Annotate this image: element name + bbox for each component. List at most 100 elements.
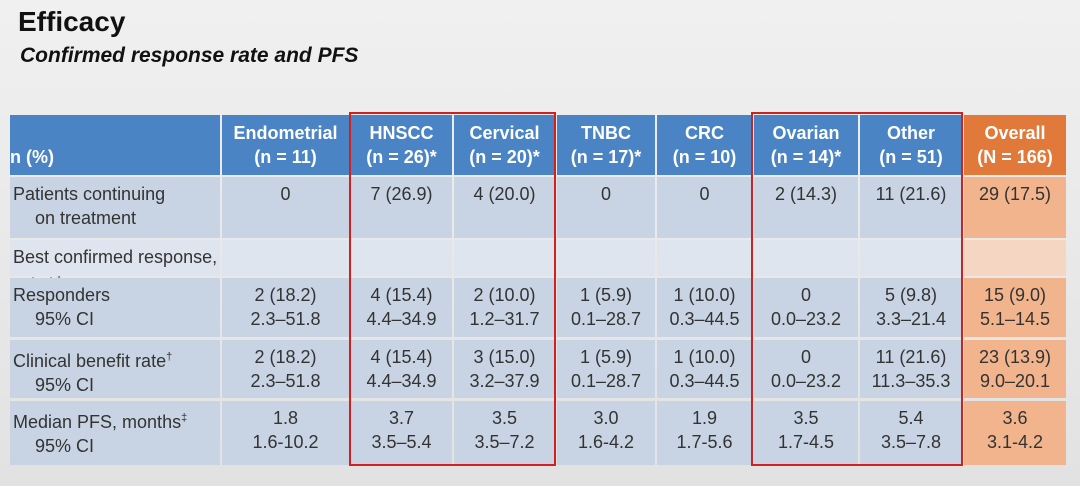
header-text: n (%) (10, 147, 54, 167)
data-cell: 2 (18.2) 2.3–51.8 (222, 278, 349, 337)
cell-value: 1.9 (691, 408, 718, 428)
column-name: CRC (685, 123, 724, 143)
row-label: Median PFS, months‡ 95% CI (10, 401, 220, 465)
data-cell (754, 240, 858, 276)
cell-value: 1 (10.0) (673, 285, 736, 305)
cell-value: 3.3–21.4 (875, 309, 947, 329)
cell-value: 9.0–20.1 (979, 371, 1051, 391)
cell-value: 2 (18.2) (254, 347, 317, 367)
cell-value: 0.0–23.2 (770, 371, 842, 391)
data-cell: 0 (222, 177, 349, 238)
column-n: (n = 20)* (469, 147, 540, 167)
cell-value: 3.6 (1002, 408, 1028, 428)
cell-value: 3.2–37.9 (469, 371, 540, 391)
cell-value: 0 (600, 184, 611, 204)
data-cell: 5.4 3.5–7.8 (860, 401, 962, 465)
data-cell: 2 (10.0) 1.2–31.7 (454, 278, 555, 337)
cell-value: 0.1–28.7 (570, 371, 642, 391)
data-cell: 7 (26.9) (351, 177, 452, 238)
data-cell: 1.8 1.6-10.2 (222, 401, 349, 465)
cell-value: 4 (20.0) (473, 184, 536, 204)
cell-value: 0 (800, 285, 811, 305)
data-cell: 0 (657, 177, 752, 238)
cell-value: 1 (5.9) (579, 347, 633, 367)
cell-value: 1.2–31.7 (469, 309, 540, 329)
column-n: (n = 51) (879, 147, 943, 167)
data-cell: 1 (10.0) 0.3–44.5 (657, 340, 752, 398)
data-cell: 4 (20.0) (454, 177, 555, 238)
label-line: Clinical benefit rate† (13, 351, 173, 371)
column-name: Overall (984, 123, 1046, 143)
cell-value: 0.3–44.5 (669, 371, 740, 391)
cell-value: 2 (10.0) (473, 285, 536, 305)
data-cell: 1.9 1.7-5.6 (657, 401, 752, 465)
column-header: Endometrial (n = 11) (222, 115, 349, 175)
cell-value: 2.3–51.8 (250, 371, 321, 391)
label-line: 95% CI (35, 375, 95, 395)
column-n: (N = 166) (977, 147, 1053, 167)
highlight-box (349, 112, 556, 466)
data-cell: 29 (17.5) (964, 177, 1066, 238)
label-line: 95% CI (35, 309, 95, 329)
data-cell (964, 240, 1066, 276)
data-cell: 11 (21.6) (860, 177, 962, 238)
corner-header: n (%) (10, 115, 220, 175)
cell-value: 23 (13.9) (978, 347, 1052, 367)
cell-value: 5.4 (898, 408, 924, 428)
column-n: (n = 26)* (366, 147, 437, 167)
data-cell: 1 (5.9) 0.1–28.7 (557, 278, 655, 337)
data-cell: 0 0.0–23.2 (754, 340, 858, 398)
column-name: Ovarian (772, 123, 840, 143)
highlight-box (751, 112, 963, 466)
data-cell (454, 240, 555, 276)
footnote-mark: ‡ (181, 412, 188, 424)
column-header: Other (n = 51) (860, 115, 962, 175)
row-label: Patients continuing on treatment (10, 177, 220, 238)
cell-value: 0 (800, 347, 811, 367)
data-cell: 11 (21.6) 11.3–35.3 (860, 340, 962, 398)
cell-value: 3 (15.0) (473, 347, 536, 367)
column-header: Overall (N = 166) (964, 115, 1066, 175)
cell-value: 1.6-10.2 (252, 432, 319, 452)
cell-value: 1.8 (272, 408, 299, 428)
cell-value: 4.4–34.9 (366, 371, 437, 391)
data-cell: 4 (15.4) 4.4–34.9 (351, 278, 452, 337)
cell-value: 1 (5.9) (579, 285, 633, 305)
column-n: (n = 14)* (770, 147, 842, 167)
cell-value: 0.1–28.7 (570, 309, 642, 329)
data-cell: 15 (9.0) 5.1–14.5 (964, 278, 1066, 337)
cell-value: 4 (15.4) (370, 285, 433, 305)
footnote-mark: † (166, 351, 173, 363)
cell-value: 5.1–14.5 (979, 309, 1051, 329)
cell-value: 3.7 (388, 408, 415, 428)
data-cell: 23 (13.9) 9.0–20.1 (964, 340, 1066, 398)
column-header: Cervical (n = 20)* (454, 115, 555, 175)
cell-value: 0 (280, 184, 291, 204)
column-header: HNSCC (n = 26)* (351, 115, 452, 175)
row-label: Best confirmed response, n (%)† (10, 240, 220, 295)
data-cell (222, 240, 349, 276)
cell-value: 3.5 (491, 408, 518, 428)
cell-value: 11 (21.6) (875, 347, 947, 367)
cell-value: 29 (17.5) (978, 184, 1052, 204)
cell-value: 1.7-4.5 (777, 432, 835, 452)
subtitle: Confirmed response rate and PFS (20, 44, 359, 67)
label-line: Patients continuing (13, 184, 166, 204)
cell-value: 1 (10.0) (673, 347, 736, 367)
data-cell: 3.5 3.5–7.2 (454, 401, 555, 465)
cell-value: 11.3–35.3 (871, 371, 951, 391)
data-cell: 1 (5.9) 0.1–28.7 (557, 340, 655, 398)
row-label: Clinical benefit rate† 95% CI (10, 340, 220, 398)
data-cell: 3.7 3.5–5.4 (351, 401, 452, 465)
cell-value: 0 (699, 184, 710, 204)
column-name: TNBC (581, 123, 631, 143)
column-header: Ovarian (n = 14)* (754, 115, 858, 175)
cell-value: 3.0 (593, 408, 619, 428)
column-name: Cervical (469, 123, 540, 143)
cell-value: 3.5 (793, 408, 819, 428)
cell-value: 7 (26.9) (370, 184, 433, 204)
data-cell: 0 (557, 177, 655, 238)
cell-value: 0.0–23.2 (770, 309, 842, 329)
cell-value: 5 (9.8) (884, 285, 938, 305)
